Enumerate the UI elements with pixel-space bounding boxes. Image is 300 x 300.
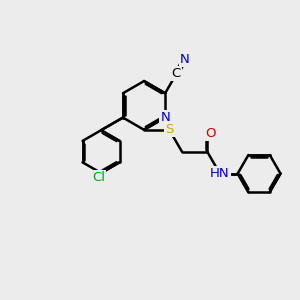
Text: H: H — [214, 167, 223, 180]
Text: Cl: Cl — [92, 171, 105, 184]
Text: N: N — [180, 53, 189, 66]
Text: N: N — [217, 167, 227, 180]
Text: N: N — [160, 111, 170, 124]
Text: S: S — [165, 123, 173, 136]
Text: HN: HN — [210, 167, 230, 180]
Text: C: C — [172, 68, 181, 80]
Text: O: O — [206, 127, 216, 140]
